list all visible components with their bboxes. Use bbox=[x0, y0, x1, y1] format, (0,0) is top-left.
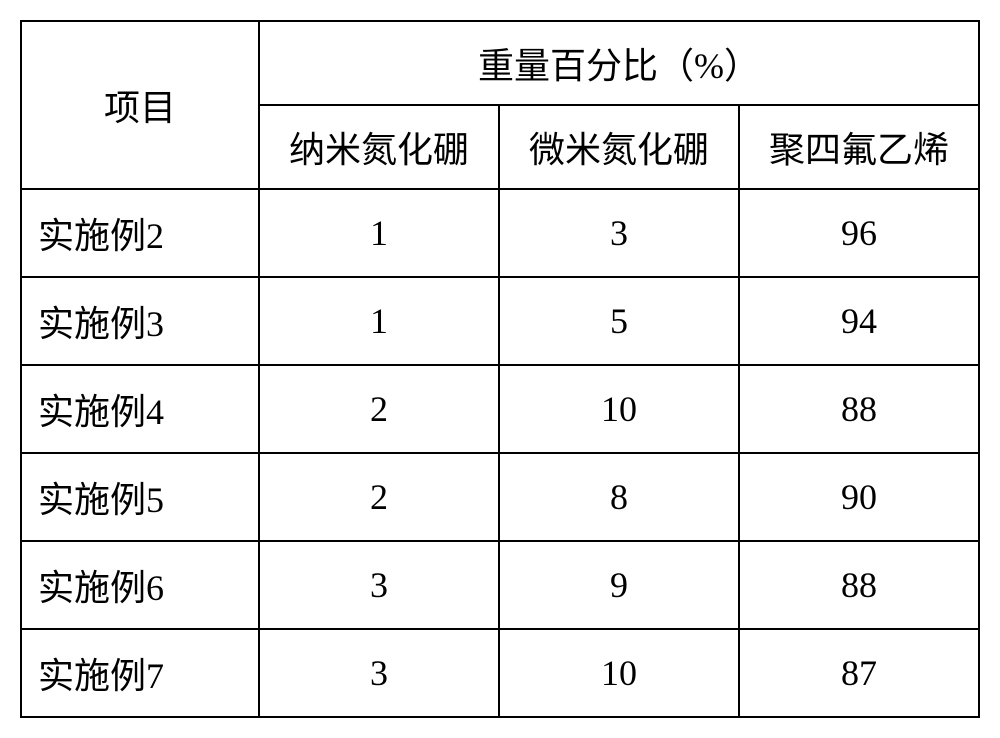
table-row: 实施例3 1 5 94 bbox=[21, 277, 979, 365]
header-col-0: 纳米氮化硼 bbox=[259, 105, 499, 189]
table-row: 实施例5 2 8 90 bbox=[21, 453, 979, 541]
table-header-row-1: 项目 重量百分比（%） bbox=[21, 21, 979, 105]
composition-table: 项目 重量百分比（%） 纳米氮化硼 微米氮化硼 聚四氟乙烯 实施例2 1 3 9… bbox=[20, 20, 980, 718]
data-cell: 9 bbox=[499, 541, 739, 629]
table-row: 实施例4 2 10 88 bbox=[21, 365, 979, 453]
row-label: 实施例2 bbox=[21, 189, 259, 277]
header-item: 项目 bbox=[21, 21, 259, 189]
header-weight-percent: 重量百分比（%） bbox=[259, 21, 979, 105]
table-row: 实施例7 3 10 87 bbox=[21, 629, 979, 717]
row-label: 实施例4 bbox=[21, 365, 259, 453]
data-cell: 10 bbox=[499, 629, 739, 717]
data-cell: 96 bbox=[739, 189, 979, 277]
header-col-2: 聚四氟乙烯 bbox=[739, 105, 979, 189]
row-label: 实施例6 bbox=[21, 541, 259, 629]
data-cell: 90 bbox=[739, 453, 979, 541]
composition-table-container: 项目 重量百分比（%） 纳米氮化硼 微米氮化硼 聚四氟乙烯 实施例2 1 3 9… bbox=[20, 20, 980, 718]
data-cell: 2 bbox=[259, 453, 499, 541]
data-cell: 94 bbox=[739, 277, 979, 365]
data-cell: 87 bbox=[739, 629, 979, 717]
data-cell: 8 bbox=[499, 453, 739, 541]
table-row: 实施例6 3 9 88 bbox=[21, 541, 979, 629]
table-body: 实施例2 1 3 96 实施例3 1 5 94 实施例4 2 10 88 实施例… bbox=[21, 189, 979, 717]
data-cell: 1 bbox=[259, 277, 499, 365]
data-cell: 2 bbox=[259, 365, 499, 453]
data-cell: 1 bbox=[259, 189, 499, 277]
header-col-1: 微米氮化硼 bbox=[499, 105, 739, 189]
data-cell: 88 bbox=[739, 365, 979, 453]
data-cell: 88 bbox=[739, 541, 979, 629]
row-label: 实施例7 bbox=[21, 629, 259, 717]
row-label: 实施例3 bbox=[21, 277, 259, 365]
data-cell: 3 bbox=[499, 189, 739, 277]
table-row: 实施例2 1 3 96 bbox=[21, 189, 979, 277]
data-cell: 10 bbox=[499, 365, 739, 453]
data-cell: 3 bbox=[259, 541, 499, 629]
data-cell: 5 bbox=[499, 277, 739, 365]
data-cell: 3 bbox=[259, 629, 499, 717]
row-label: 实施例5 bbox=[21, 453, 259, 541]
